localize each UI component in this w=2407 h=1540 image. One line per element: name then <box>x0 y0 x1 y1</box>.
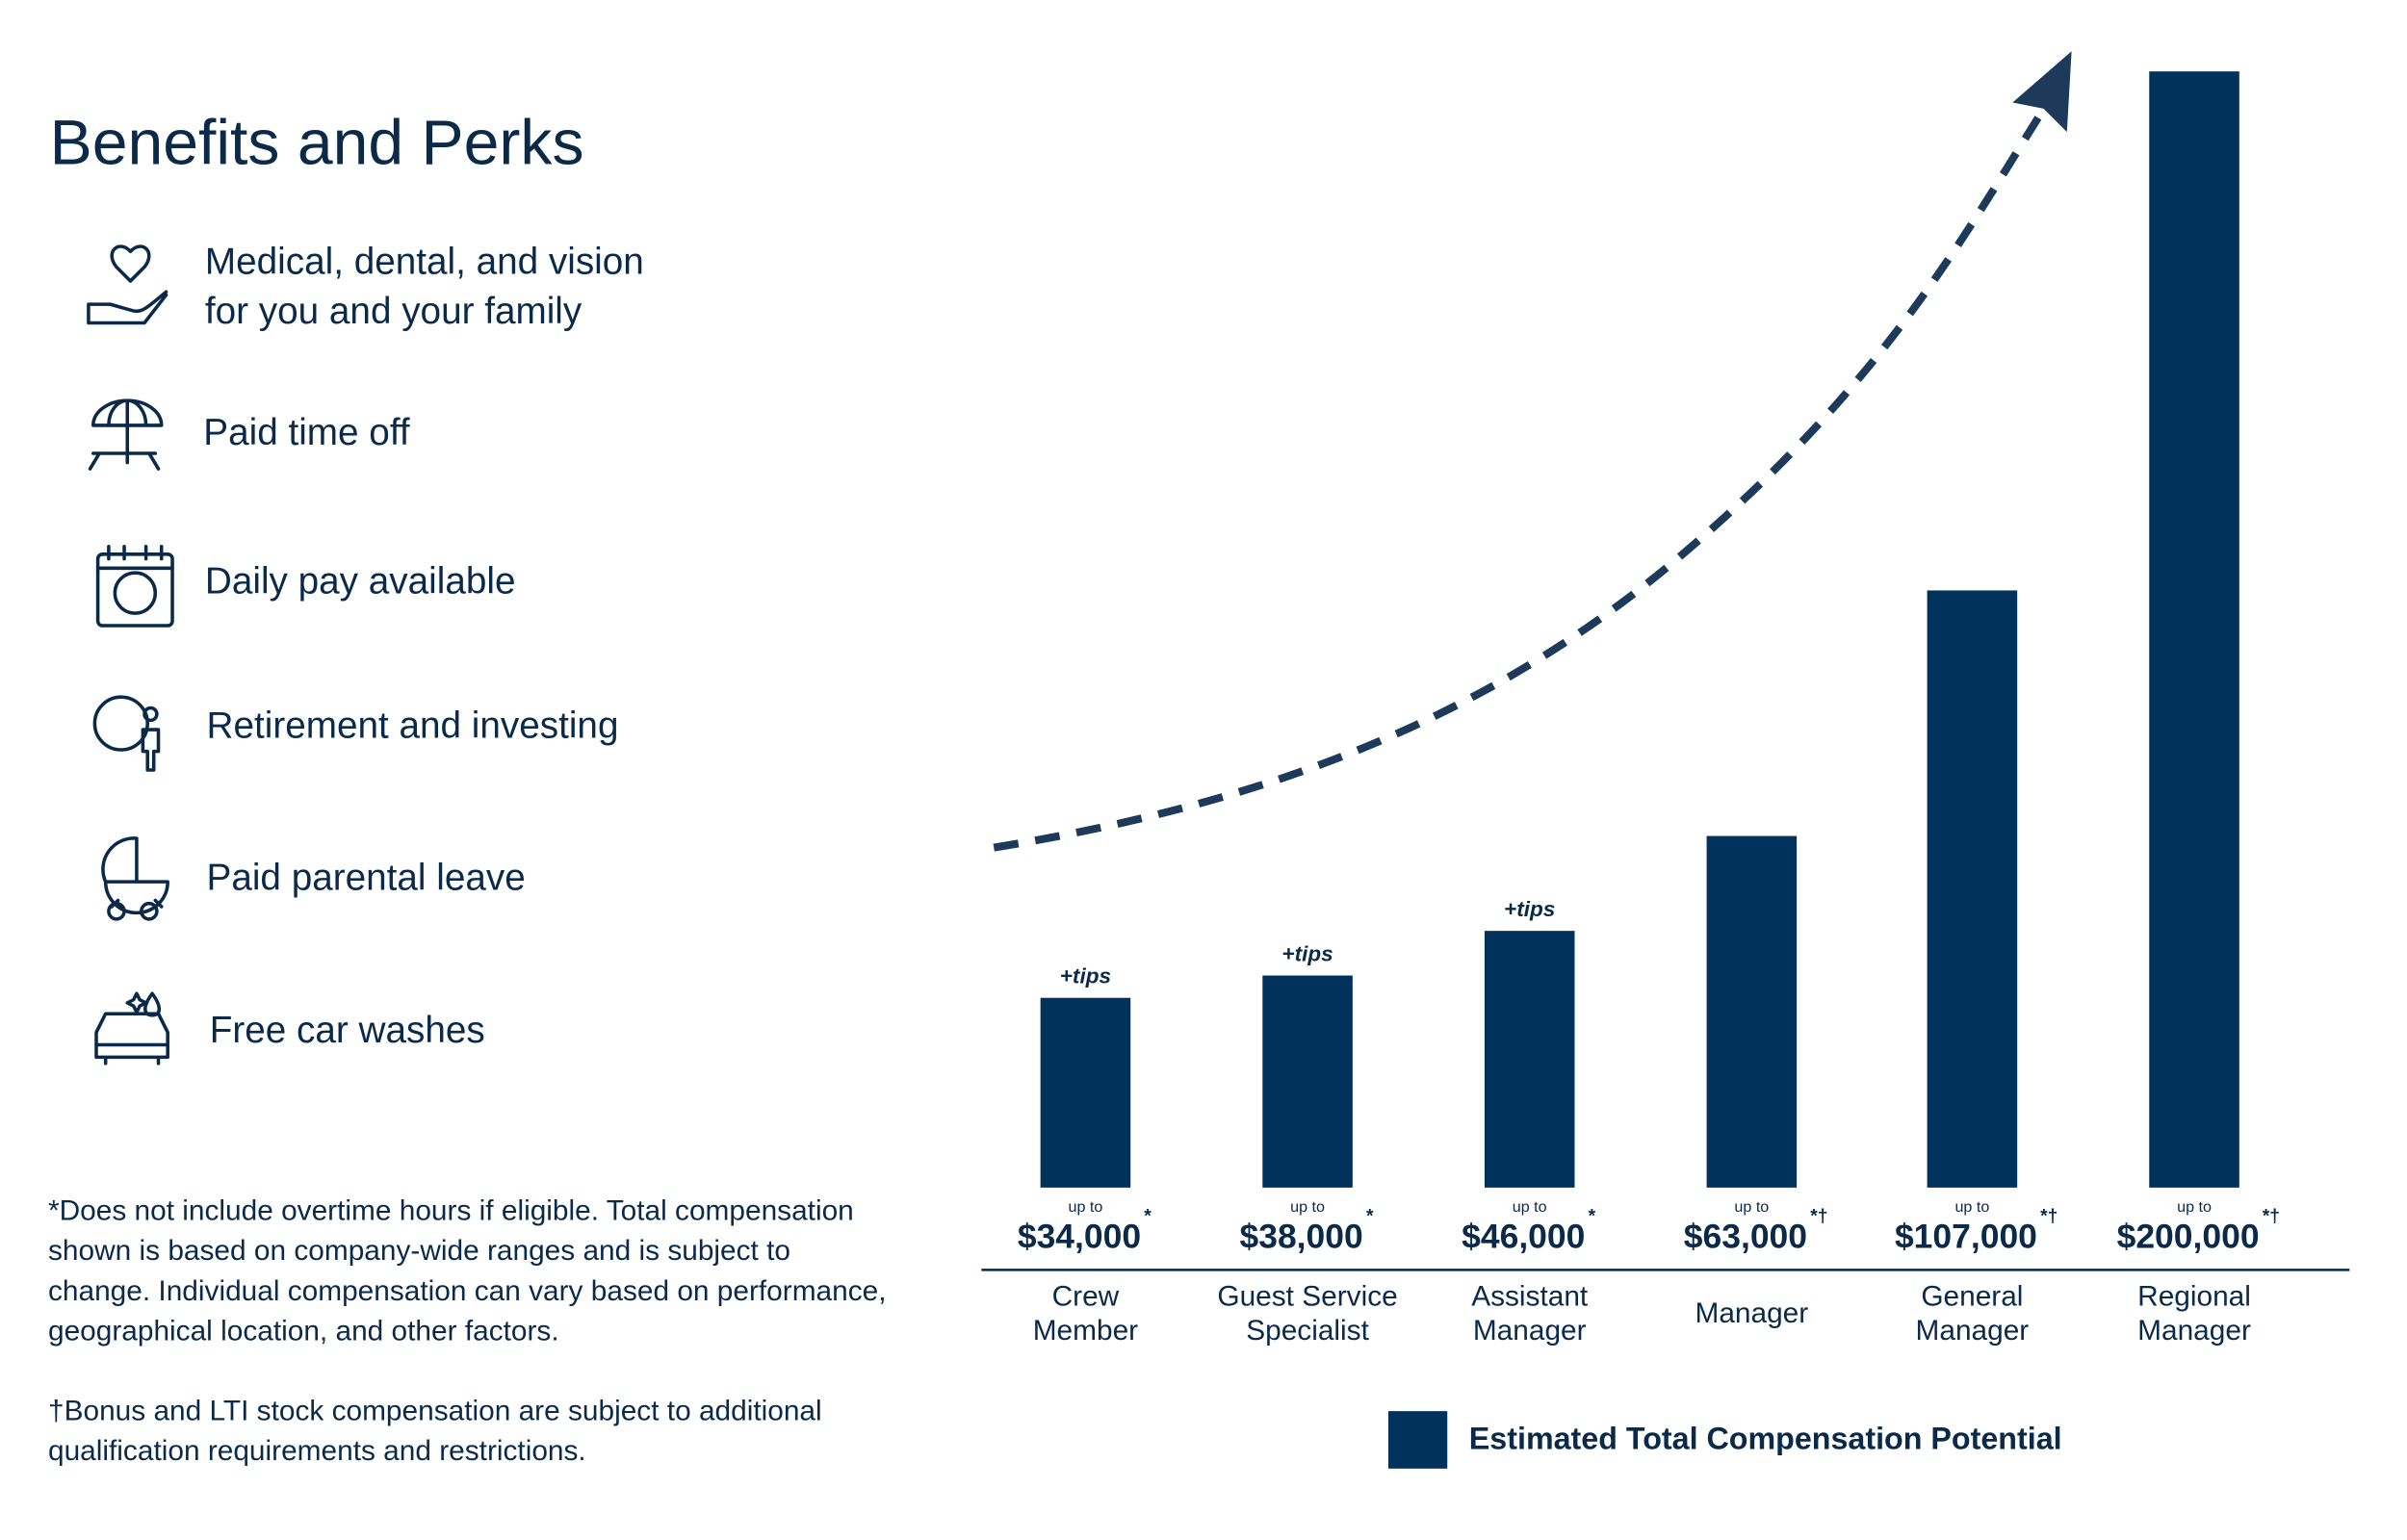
value-note: * <box>1366 1206 1374 1227</box>
legend-swatch <box>1387 1411 1448 1469</box>
x-tick-label: General Manager <box>1916 1280 2030 1346</box>
x-tick-label-line: General <box>1921 1280 2023 1312</box>
x-tick-label-line: Manager <box>1916 1315 2030 1347</box>
value-prefix: up to <box>1513 1198 1547 1216</box>
benefit-text: Daily pay available <box>205 561 516 603</box>
benefit-text: Paid parental leave <box>207 858 526 899</box>
footnote: geographical location, and other factors… <box>48 1315 559 1347</box>
value-note: * <box>1144 1206 1152 1227</box>
bar-annotation: +tips <box>1060 964 1111 988</box>
footnote: †Bonus and LTI stock compensation are su… <box>48 1396 822 1427</box>
benefit-text: Free car washes <box>210 1010 485 1051</box>
benefit-text: Paid time off <box>203 412 410 453</box>
value-prefix: up to <box>2177 1198 2212 1216</box>
icon-person <box>141 706 161 772</box>
value-note: * <box>1589 1206 1596 1227</box>
bar <box>1927 590 2018 1188</box>
value-label: $200,000 <box>2117 1217 2260 1255</box>
value-label: $46,000 <box>1462 1217 1585 1255</box>
value-prefix: up to <box>1068 1198 1102 1216</box>
benefit-text: Retirement and investing <box>207 706 619 747</box>
value-label: $107,000 <box>1895 1217 2037 1255</box>
x-tick-label-line: Manager <box>2137 1315 2251 1347</box>
x-tick-label: Regional Manager <box>2137 1280 2251 1346</box>
value-prefix: up to <box>1954 1198 1989 1216</box>
value-note: *† <box>2040 1206 2058 1227</box>
bar <box>1484 931 1575 1188</box>
value-label: $38,000 <box>1240 1217 1363 1255</box>
x-tick-label: Guest Service Specialist <box>1217 1280 1397 1346</box>
value-note: *† <box>1810 1206 1827 1227</box>
growth-arrowhead <box>2012 51 2072 133</box>
benefit-text: Medical, dental, and vision <box>205 241 644 282</box>
x-tick-label: Manager <box>1695 1297 1808 1329</box>
page-title: Benefits and Perks <box>50 108 584 179</box>
benefit-icons <box>87 244 174 1065</box>
icon-wheel <box>107 901 126 921</box>
value-prefix: up to <box>1290 1198 1325 1216</box>
x-tick-label-line: Assistant <box>1471 1280 1589 1312</box>
icon-calendar-rings <box>95 544 174 571</box>
bar <box>1040 997 1131 1188</box>
legend-label: Estimated Total Compensation Potential <box>1469 1421 2062 1455</box>
value-prefix: up to <box>1734 1198 1769 1216</box>
x-tick-label: Assistant Manager <box>1471 1280 1589 1346</box>
value-label: $34,000 <box>1018 1217 1141 1255</box>
icon-retire-coin <box>92 695 149 752</box>
x-tick-label-line: Specialist <box>1246 1315 1369 1347</box>
footnote: *Does not include overtime hours if elig… <box>48 1195 854 1227</box>
bar-annotation: +tips <box>1281 942 1333 966</box>
x-tick-label-line: Guest Service <box>1217 1280 1397 1312</box>
footnote: qualification requirements and restricti… <box>48 1435 586 1467</box>
value-label: $63,000 <box>1684 1217 1807 1255</box>
x-tick-label-line: Crew <box>1052 1280 1120 1312</box>
bar <box>2149 71 2239 1188</box>
icon-calendar <box>95 552 174 628</box>
x-tick-label-line: Member <box>1033 1315 1138 1347</box>
icon-stroller <box>101 836 169 915</box>
x-tick-label: Crew Member <box>1033 1280 1138 1346</box>
icon-car <box>94 991 169 1065</box>
value-note: *† <box>2263 1206 2280 1227</box>
footnote: change. Individual compensation can vary… <box>48 1275 887 1307</box>
icon-umbrella <box>88 398 164 471</box>
x-tick-label-line: Manager <box>1473 1315 1587 1347</box>
x-tick-label-line: Regional <box>2137 1280 2251 1312</box>
bar <box>1706 835 1798 1188</box>
growth-arrow <box>993 114 2043 852</box>
icon-coin <box>113 571 158 615</box>
footnote: shown is based on company-wide ranges an… <box>48 1235 790 1267</box>
bar-annotation: +tips <box>1504 897 1555 921</box>
bar <box>1262 975 1353 1188</box>
icon-health <box>87 244 168 325</box>
benefit-text: for you and your family <box>205 291 582 332</box>
icon-wheel <box>139 901 159 921</box>
